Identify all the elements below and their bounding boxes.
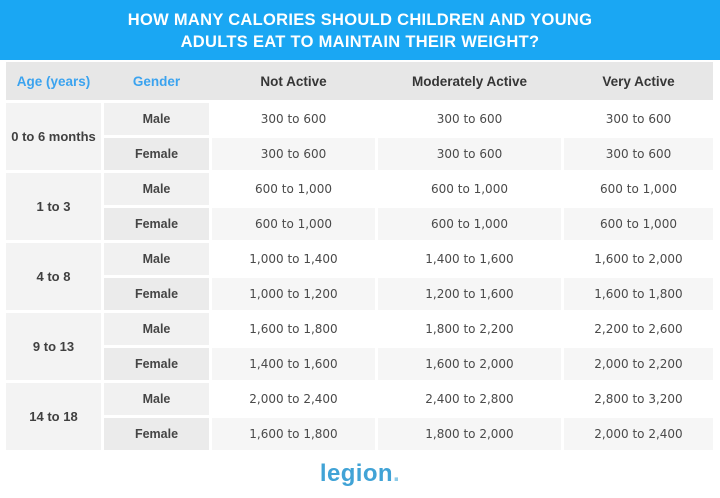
very-active-value: 600 to 1,000 — [564, 208, 713, 240]
gender-cell: Female — [104, 348, 209, 380]
calorie-table: Age (years) Gender Not Active Moderately… — [6, 62, 713, 450]
not-active-value: 300 to 600 — [212, 138, 375, 170]
very-active-value: 2,000 to 2,200 — [564, 348, 713, 380]
moderately-active-value: 1,200 to 1,600 — [378, 278, 561, 310]
gender-cell: Male — [104, 243, 209, 275]
page-title-line2: ADULTS EAT TO MAINTAIN THEIR WEIGHT? — [180, 33, 540, 51]
not-active-value: 600 to 1,000 — [212, 208, 375, 240]
age-group-cell: 0 to 6 months — [6, 103, 101, 170]
not-active-value: 1,000 to 1,400 — [212, 243, 375, 275]
not-active-value: 1,600 to 1,800 — [212, 418, 375, 450]
footer: legion. — [0, 460, 720, 488]
very-active-value: 2,800 to 3,200 — [564, 383, 713, 415]
very-active-value: 2,000 to 2,400 — [564, 418, 713, 450]
column-header-very-active: Very Active — [564, 62, 713, 100]
gender-cell: Female — [104, 278, 209, 310]
moderately-active-value: 1,800 to 2,200 — [378, 313, 561, 345]
moderately-active-value: 1,800 to 2,000 — [378, 418, 561, 450]
age-group-cell: 1 to 3 — [6, 173, 101, 240]
moderately-active-value: 600 to 1,000 — [378, 208, 561, 240]
column-header-not-active: Not Active — [212, 62, 375, 100]
not-active-value: 600 to 1,000 — [212, 173, 375, 205]
very-active-value: 1,600 to 2,000 — [564, 243, 713, 275]
very-active-value: 300 to 600 — [564, 103, 713, 135]
very-active-value: 1,600 to 1,800 — [564, 278, 713, 310]
very-active-value: 300 to 600 — [564, 138, 713, 170]
column-header-gender: Gender — [104, 62, 209, 100]
gender-cell: Male — [104, 313, 209, 345]
table-header-row: Age (years) Gender Not Active Moderately… — [6, 62, 713, 100]
moderately-active-value: 1,400 to 1,600 — [378, 243, 561, 275]
not-active-value: 1,000 to 1,200 — [212, 278, 375, 310]
gender-cell: Male — [104, 173, 209, 205]
moderately-active-value: 300 to 600 — [378, 138, 561, 170]
title-banner: HOW MANY CALORIES SHOULD CHILDREN AND YO… — [0, 0, 720, 60]
gender-cell: Female — [104, 208, 209, 240]
column-header-age: Age (years) — [6, 62, 101, 100]
age-group-cell: 14 to 18 — [6, 383, 101, 450]
age-group-cell: 9 to 13 — [6, 313, 101, 380]
very-active-value: 600 to 1,000 — [564, 173, 713, 205]
moderately-active-value: 600 to 1,000 — [378, 173, 561, 205]
not-active-value: 1,600 to 1,800 — [212, 313, 375, 345]
not-active-value: 300 to 600 — [212, 103, 375, 135]
not-active-value: 2,000 to 2,400 — [212, 383, 375, 415]
legion-logo-text: legion — [319, 460, 393, 487]
legion-logo: legion. — [320, 460, 400, 488]
age-group-cell: 4 to 8 — [6, 243, 101, 310]
gender-cell: Female — [104, 418, 209, 450]
gender-cell: Male — [104, 103, 209, 135]
legion-logo-dot: . — [393, 460, 401, 487]
moderately-active-value: 1,600 to 2,000 — [378, 348, 561, 380]
gender-cell: Male — [104, 383, 209, 415]
not-active-value: 1,400 to 1,600 — [212, 348, 375, 380]
gender-cell: Female — [104, 138, 209, 170]
very-active-value: 2,200 to 2,600 — [564, 313, 713, 345]
column-header-moderately-active: Moderately Active — [378, 62, 561, 100]
moderately-active-value: 300 to 600 — [378, 103, 561, 135]
moderately-active-value: 2,400 to 2,800 — [378, 383, 561, 415]
table-body: 0 to 6 months Male 300 to 600 300 to 600 300… — [6, 103, 713, 450]
page-title-line1: HOW MANY CALORIES SHOULD CHILDREN AND YO… — [127, 11, 593, 29]
